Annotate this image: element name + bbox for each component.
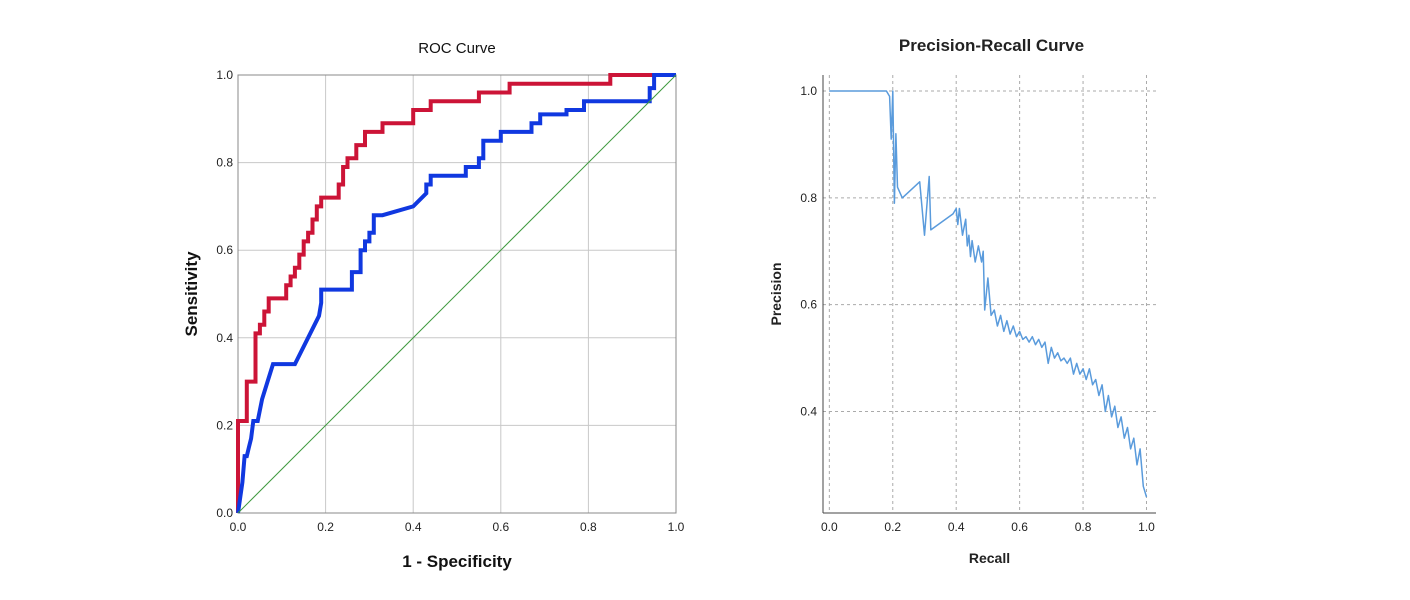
roc-y-tick-label: 0.8 [216, 156, 233, 170]
pr-y-tick-label: 0.6 [800, 298, 817, 312]
pr-y-tick-label: 0.4 [800, 405, 817, 419]
roc-chart-title: ROC Curve [418, 40, 496, 57]
precision-recall-chart: 0.0 0.2 0.4 0.6 0.8 1.0 0.4 0.6 0.8 1.0 Precision-… [768, 36, 1156, 566]
roc-y-tick-label: 0.4 [216, 331, 233, 345]
pr-x-tick-label: 0.2 [884, 520, 901, 534]
roc-y-tick-label: 1.0 [216, 68, 233, 82]
roc-y-tick-label: 0.0 [216, 506, 233, 520]
pr-x-axis-label: Recall [969, 550, 1010, 566]
roc-series-red-model [236, 73, 676, 513]
roc-x-tick-label: 0.8 [580, 520, 597, 534]
pr-y-axis-label: Precision [768, 262, 784, 325]
roc-x-tick-label: 0.4 [405, 520, 422, 534]
roc-plot-frame [237, 74, 677, 514]
pr-x-tick-label: 0.0 [821, 520, 838, 534]
roc-x-tick-label: 1.0 [668, 520, 685, 534]
roc-x-axis-label: 1 - Specificity [402, 552, 512, 571]
roc-y-tick-label: 0.6 [216, 243, 233, 257]
pr-x-tick-label: 0.4 [948, 520, 965, 534]
roc-series-blue-model [236, 73, 676, 514]
pr-x-tick-label: 0.8 [1075, 520, 1092, 534]
roc-x-tick-label: 0.6 [492, 520, 509, 534]
pr-chart-title: Precision-Recall Curve [899, 36, 1084, 55]
pr-y-tick-label: 0.8 [800, 191, 817, 205]
pr-series-precision-recall [829, 90, 1148, 498]
roc-series-reference-line [237, 74, 677, 514]
roc-x-tick-label: 0.0 [230, 520, 247, 534]
roc-y-tick-label: 0.2 [216, 418, 233, 432]
pr-x-tick-label: 1.0 [1138, 520, 1155, 534]
pr-y-tick-label: 1.0 [800, 84, 817, 98]
roc-chart: 0.0 0.2 0.4 0.6 0.8 1.0 0.0 0.2 0.4 0.6 0.8 1.0 ROC … [182, 40, 685, 571]
pr-x-tick-label: 0.6 [1011, 520, 1028, 534]
roc-y-axis-label: Sensitivity [182, 251, 201, 337]
roc-x-tick-label: 0.2 [317, 520, 334, 534]
